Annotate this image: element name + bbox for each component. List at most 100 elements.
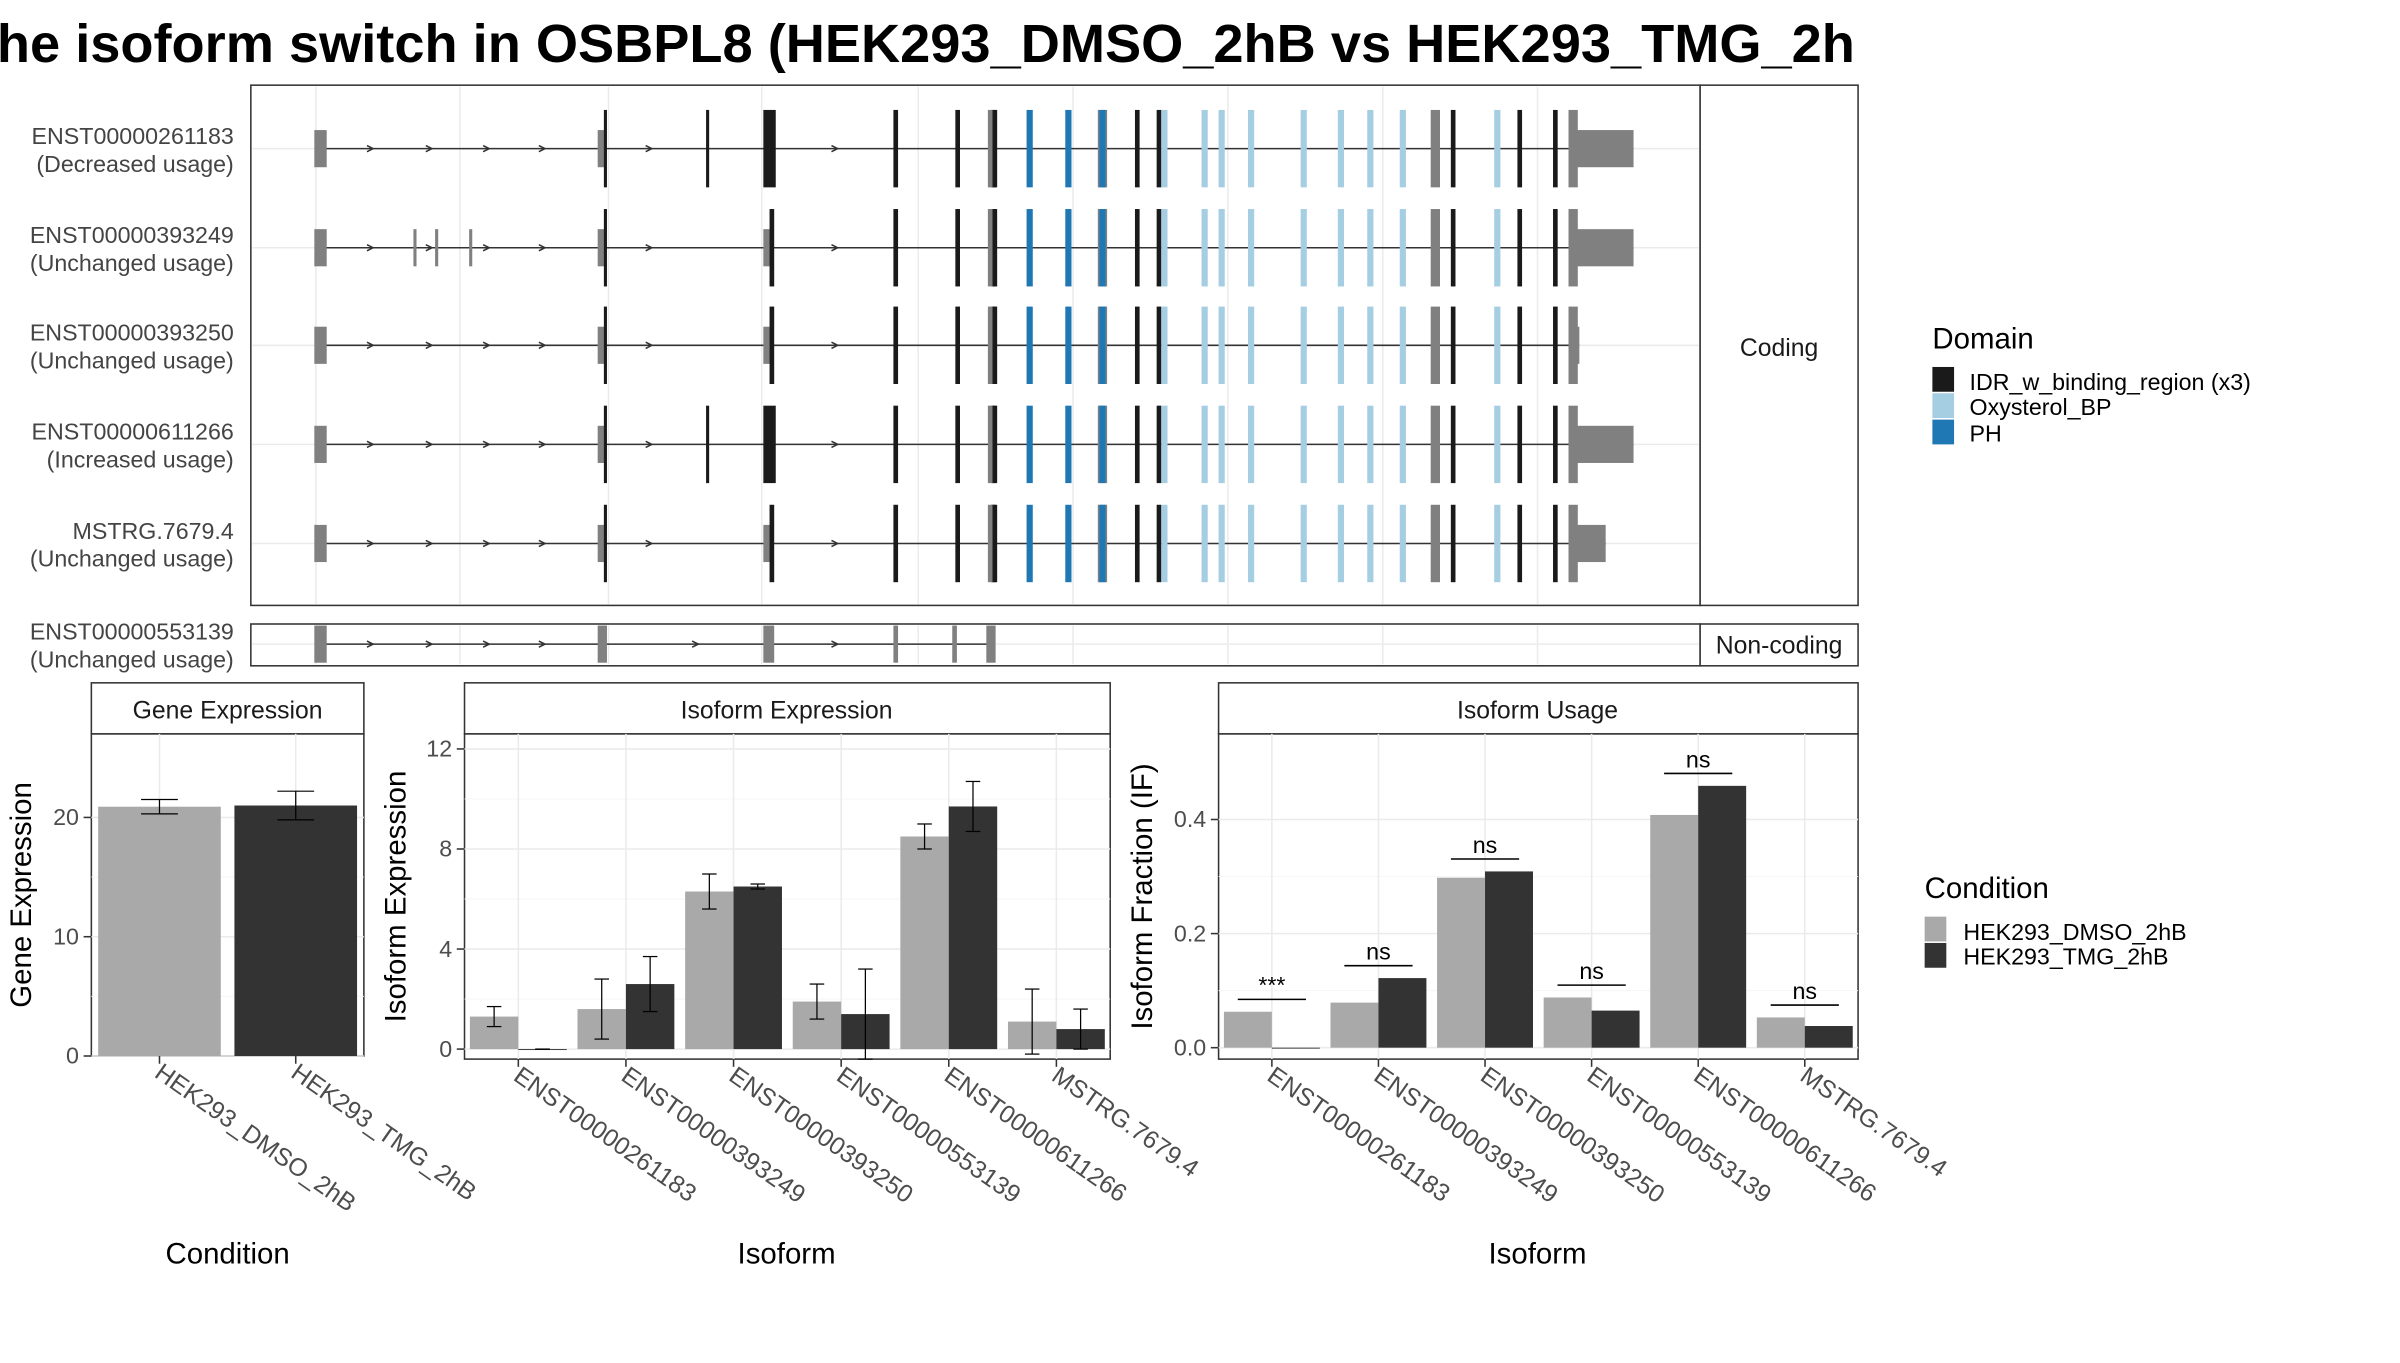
domain-oxysterol bbox=[1300, 306, 1307, 384]
exon bbox=[987, 504, 993, 583]
strand-arrow-icon bbox=[366, 341, 375, 350]
domain-oxysterol bbox=[1399, 209, 1406, 287]
exon bbox=[1430, 405, 1440, 484]
domain-oxysterol bbox=[1399, 504, 1406, 583]
exon bbox=[1571, 425, 1634, 463]
domain-idr bbox=[955, 109, 960, 188]
transcript-usage-label: (Increased usage) bbox=[47, 447, 234, 473]
y-tick-label: 8 bbox=[439, 836, 452, 862]
domain-idr bbox=[893, 209, 899, 287]
domain-idr bbox=[603, 504, 607, 583]
y-tick-label: 0.4 bbox=[1174, 806, 1206, 832]
coding-strip-label: Coding bbox=[1740, 335, 1818, 362]
bar bbox=[948, 806, 998, 1050]
strand-arrow-icon bbox=[691, 640, 701, 648]
domain-oxysterol bbox=[1201, 109, 1208, 188]
domain-idr bbox=[955, 504, 960, 583]
domain-ph bbox=[1065, 209, 1072, 287]
domain-oxysterol bbox=[1300, 109, 1307, 188]
legend-key-oxysterol bbox=[1932, 393, 1955, 419]
strand-arrow-icon bbox=[425, 341, 434, 350]
y-tick-label: 0 bbox=[66, 1043, 79, 1069]
domain-oxysterol bbox=[1218, 209, 1225, 287]
isoform-usage-chart: Isoform Usage *** ENST00000261183 ns ENST00… bbox=[1126, 682, 1952, 1270]
x-tick-label: ENST00000611266 bbox=[939, 1062, 1131, 1208]
domain-oxysterol bbox=[1367, 209, 1374, 287]
domain-oxysterol bbox=[1218, 504, 1225, 583]
domain-oxysterol bbox=[1201, 405, 1208, 484]
domain-idr bbox=[1517, 209, 1523, 287]
domain-oxysterol bbox=[1367, 306, 1374, 384]
figure-title: he isoform switch in OSBPL8 (HEK293_DMSO… bbox=[0, 14, 1855, 74]
domain-ph bbox=[1099, 405, 1106, 484]
domain-idr bbox=[1517, 306, 1523, 384]
transcript-track bbox=[314, 405, 1634, 484]
bar bbox=[1543, 997, 1592, 1048]
y-axis-title: Isoform Fraction (IF) bbox=[1126, 763, 1159, 1029]
domain-idr bbox=[992, 504, 998, 583]
transcript-tracks bbox=[314, 109, 1634, 663]
domain-oxysterol bbox=[1248, 209, 1255, 287]
domain-oxysterol bbox=[1337, 504, 1344, 583]
strand-arrow-icon bbox=[538, 144, 547, 153]
domain-oxysterol bbox=[1218, 405, 1225, 484]
domain-oxysterol bbox=[1337, 209, 1344, 287]
bar bbox=[1650, 814, 1699, 1048]
strand-arrow-icon bbox=[538, 341, 547, 350]
strand-arrow-icon bbox=[425, 144, 434, 153]
transcript-track bbox=[314, 504, 1606, 583]
exon bbox=[469, 229, 473, 267]
strand-arrow-icon bbox=[366, 539, 375, 548]
domain-oxysterol bbox=[1367, 504, 1374, 583]
domain-oxysterol bbox=[1201, 209, 1208, 287]
domain-idr bbox=[1156, 209, 1162, 287]
exon bbox=[763, 229, 772, 267]
domain-idr bbox=[1450, 306, 1456, 384]
significance-label: ns bbox=[1579, 958, 1604, 984]
domain-idr bbox=[706, 405, 710, 484]
legend-key-idr bbox=[1932, 366, 1955, 392]
x-tick-label: ENST00000611266 bbox=[1689, 1062, 1881, 1208]
domain-oxysterol bbox=[1494, 504, 1501, 583]
exon bbox=[763, 524, 772, 563]
domain-ph bbox=[1065, 306, 1072, 384]
exon bbox=[314, 524, 327, 563]
strand-arrow-icon bbox=[831, 640, 840, 648]
domain-ph bbox=[1026, 405, 1033, 484]
domain-idr bbox=[769, 209, 775, 287]
domain-oxysterol bbox=[1218, 306, 1225, 384]
transcript-track bbox=[314, 209, 1634, 287]
chart-title-strip bbox=[463, 682, 1111, 735]
exon bbox=[314, 625, 327, 663]
domain-idr bbox=[1134, 306, 1140, 384]
domain-idr bbox=[1553, 209, 1558, 287]
exon bbox=[435, 229, 439, 267]
bar bbox=[98, 806, 221, 1056]
legend-label-dmso: HEK293_DMSO_2hB bbox=[1963, 919, 2186, 945]
domain-idr bbox=[1450, 504, 1456, 583]
legend-label-idr: IDR_w_binding_region (x3) bbox=[1970, 369, 2251, 395]
bar bbox=[1698, 785, 1747, 1048]
transcript-track bbox=[314, 109, 1634, 188]
domain-oxysterol bbox=[1248, 109, 1255, 188]
strand-arrow-icon bbox=[366, 640, 375, 648]
domain-oxysterol bbox=[1337, 109, 1344, 188]
x-axis-title: Isoform bbox=[1489, 1237, 1587, 1270]
domain-legend: Domain IDR_w_binding_region (x3) Oxyster… bbox=[1932, 322, 2251, 446]
domain-idr bbox=[1553, 405, 1558, 484]
transcript-usage-label: (Unchanged usage) bbox=[30, 348, 234, 374]
domain-ph bbox=[1099, 109, 1106, 188]
domain-oxysterol bbox=[1161, 405, 1168, 484]
domain-oxysterol bbox=[1337, 405, 1344, 484]
exon bbox=[987, 306, 993, 384]
strand-arrow-icon bbox=[645, 440, 654, 449]
exon bbox=[987, 405, 993, 484]
bar bbox=[1485, 871, 1533, 1048]
strand-arrow-icon bbox=[831, 440, 840, 449]
condition-legend: Condition HEK293_DMSO_2hB HEK293_TMG_2hB bbox=[1924, 872, 2187, 970]
domain-idr bbox=[992, 109, 998, 188]
domain-idr bbox=[1553, 306, 1558, 384]
bar bbox=[1756, 1017, 1805, 1048]
x-tick-label: ENST00000393250 bbox=[724, 1062, 918, 1209]
domain-idr bbox=[1134, 109, 1140, 188]
